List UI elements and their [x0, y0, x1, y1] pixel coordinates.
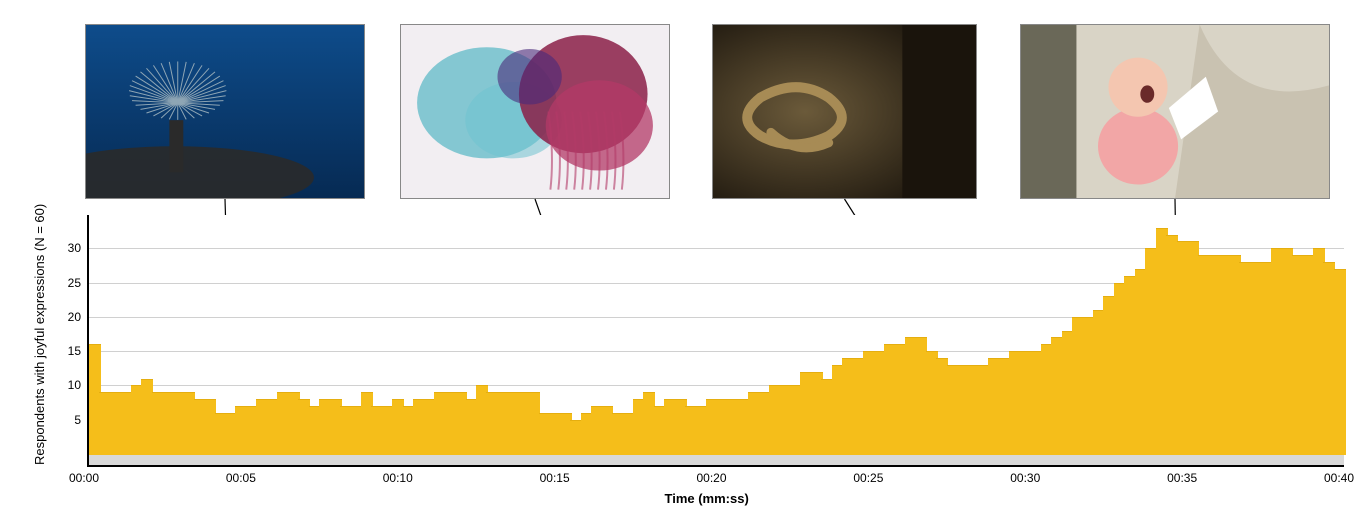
y-axis-label: Respondents with joyful expressions (N =…	[32, 204, 47, 465]
x-tick-label: 00:00	[69, 471, 99, 485]
y-tick-label: 10	[68, 378, 81, 392]
x-tick-label: 00:15	[540, 471, 570, 485]
x-axis-label: Time (mm:ss)	[665, 491, 749, 506]
baby-thumb	[1020, 24, 1330, 199]
x-tick-label: 00:20	[697, 471, 727, 485]
x-tick-label: 00:25	[853, 471, 883, 485]
ink-thumb	[400, 24, 670, 199]
figure-root: Respondents with joyful expressions (N =…	[0, 0, 1366, 525]
x-tick-label: 00:05	[226, 471, 256, 485]
bar	[1334, 269, 1346, 455]
snake-thumb	[712, 24, 977, 199]
chart-floor-strip	[89, 455, 1344, 465]
y-tick-label: 25	[68, 276, 81, 290]
x-tick-label: 00:30	[1010, 471, 1040, 485]
anemone-thumb	[85, 24, 365, 199]
x-tick-label: 00:35	[1167, 471, 1197, 485]
x-tick-label: 00:10	[383, 471, 413, 485]
y-tick-label: 20	[68, 310, 81, 324]
x-tick-label: 00:40	[1324, 471, 1354, 485]
leader-line-3	[0, 0, 1, 1]
y-tick-label: 5	[74, 413, 81, 427]
y-tick-label: 15	[68, 344, 81, 358]
chart-plot-area	[87, 215, 1344, 467]
y-tick-label: 30	[68, 241, 81, 255]
